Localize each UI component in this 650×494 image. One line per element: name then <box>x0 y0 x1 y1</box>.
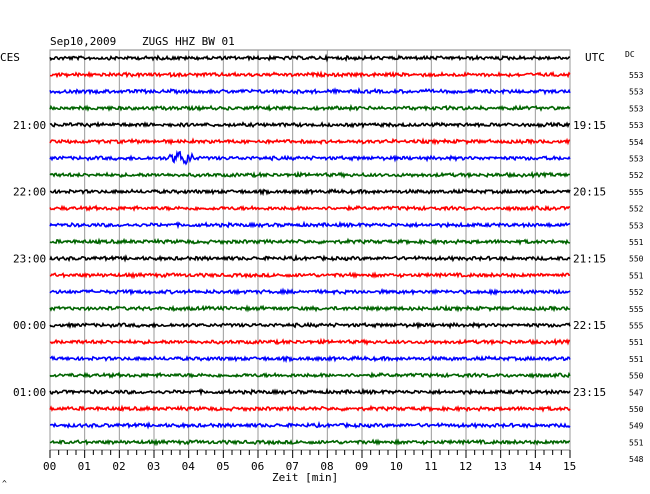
seismic-trace <box>49 321 571 330</box>
seismic-trace <box>49 420 571 430</box>
dc-value: 555 <box>629 305 644 314</box>
seismic-trace <box>49 371 571 380</box>
time-tick-label: 00 <box>43 460 56 473</box>
station-id: ZUGS HHZ BW 01 <box>142 35 235 48</box>
dc-value: 551 <box>629 438 644 447</box>
utc-timezone-label: UTC <box>585 51 605 64</box>
local-timezone-label: CES <box>0 51 20 64</box>
seismic-trace <box>49 137 571 146</box>
time-tick-label: 13 <box>494 460 507 473</box>
seismic-trace <box>49 404 571 413</box>
time-tick-label: 15 <box>563 460 576 473</box>
local-hour-label: 21:00 <box>13 119 46 132</box>
dc-value: 553 <box>629 88 644 97</box>
seismic-trace <box>49 53 571 63</box>
dc-value: 552 <box>629 171 644 180</box>
time-tick-label: 14 <box>528 460 542 473</box>
local-hour-label: 23:00 <box>13 252 46 265</box>
dc-value: 555 <box>629 188 644 197</box>
utc-hour-label: 23:15 <box>573 386 606 399</box>
utc-hour-label: 19:15 <box>573 119 606 132</box>
seismic-trace <box>49 220 571 230</box>
dc-value: 554 <box>629 138 644 147</box>
seismic-trace <box>49 438 571 447</box>
utc-hour-label: 22:15 <box>573 319 606 332</box>
seismic-trace <box>49 70 571 79</box>
dc-value: 550 <box>629 405 644 414</box>
dc-value: 553 <box>629 104 644 113</box>
time-tick-label: 11 <box>424 460 437 473</box>
time-tick-label: 04 <box>182 460 196 473</box>
dc-header: DC <box>625 50 635 59</box>
seismic-trace <box>49 170 571 179</box>
seismic-trace <box>49 304 571 313</box>
dc-value: 553 <box>629 221 644 230</box>
time-tick-label: 07 <box>286 460 299 473</box>
time-tick-label: 12 <box>459 460 472 473</box>
dc-value: 551 <box>629 238 644 247</box>
seismic-trace <box>49 237 571 246</box>
dc-value: 551 <box>629 271 644 280</box>
seismic-trace <box>49 354 571 364</box>
utc-hour-label: 21:15 <box>573 252 606 265</box>
dc-value: 551 <box>629 338 644 347</box>
seismic-trace <box>49 204 571 213</box>
local-hour-label: 00:00 <box>13 319 46 332</box>
seismic-trace <box>49 253 571 263</box>
utc-hour-label: 20:15 <box>573 186 606 199</box>
time-axis-title: Zeit [min] <box>272 471 338 484</box>
dc-value: 550 <box>629 255 644 264</box>
dc-value: 551 <box>629 355 644 364</box>
time-tick-label: 06 <box>251 460 264 473</box>
dc-value: 553 <box>629 155 644 164</box>
local-hour-label: 22:00 <box>13 186 46 199</box>
dc-value: 548 <box>629 455 644 464</box>
seismic-trace <box>49 271 571 280</box>
dc-value: 555 <box>629 322 644 331</box>
time-tick-label: 02 <box>112 460 125 473</box>
seismic-trace <box>49 337 571 346</box>
seismic-trace <box>49 187 571 197</box>
corner-mark: ^ <box>2 479 7 488</box>
local-hour-label: 01:00 <box>13 386 46 399</box>
time-tick-label: 08 <box>320 460 333 473</box>
recording-date: Sep10,2009 <box>50 35 116 48</box>
time-tick-label: 10 <box>390 460 403 473</box>
time-tick-label: 03 <box>147 460 160 473</box>
seismic-trace <box>49 287 571 296</box>
minute-grid <box>49 49 571 458</box>
dc-value: 549 <box>629 422 644 431</box>
dc-value: 550 <box>629 372 644 381</box>
time-tick-label: 09 <box>355 460 368 473</box>
time-tick-label: 01 <box>78 460 91 473</box>
seismic-trace <box>49 103 571 112</box>
trace-group <box>49 53 571 447</box>
axis-labels: 00 01 02 03 04 05 06 07 08 09 10 11 12 13 14 15 21:00 22:… <box>13 71 644 473</box>
seismic-trace <box>49 149 571 166</box>
time-tick-label: 05 <box>216 460 229 473</box>
dc-value: 552 <box>629 205 644 214</box>
dc-value: 552 <box>629 288 644 297</box>
dc-value: 553 <box>629 121 644 130</box>
seismic-trace <box>49 87 571 96</box>
dc-value: 553 <box>629 71 644 80</box>
seismic-trace <box>49 120 571 129</box>
dc-value: 547 <box>629 388 644 397</box>
seismic-trace <box>49 387 571 397</box>
